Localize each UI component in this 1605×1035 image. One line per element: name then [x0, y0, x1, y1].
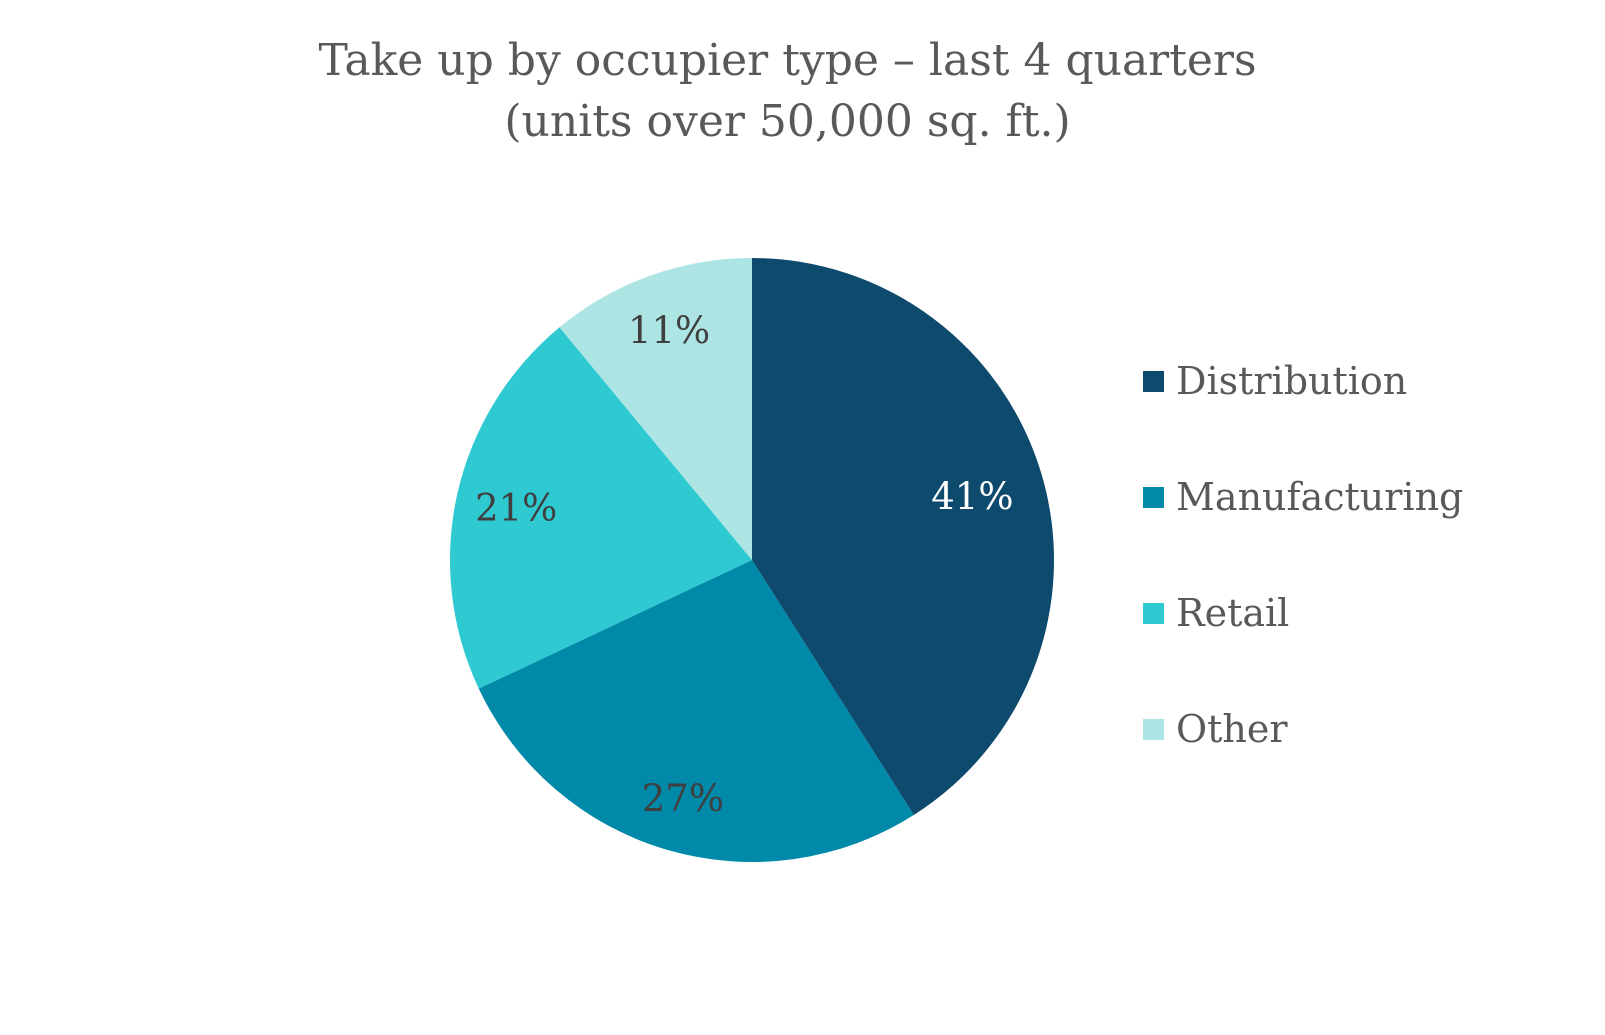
- legend-label: Other: [1176, 707, 1288, 751]
- pie-slice-manufacturing: [478, 560, 914, 863]
- legend-item-manufacturing: Manufacturing: [1143, 439, 1463, 555]
- legend-item-retail: Retail: [1143, 555, 1463, 671]
- chart-legend: Distribution Manufacturing Retail Other: [1143, 323, 1463, 787]
- pie-slice-distribution: [752, 258, 1055, 815]
- pie-data-label-distribution: 41%: [931, 475, 1013, 518]
- legend-swatch-icon: [1143, 370, 1164, 392]
- legend-label: Manufacturing: [1176, 475, 1464, 519]
- legend-swatch-icon: [1143, 718, 1164, 740]
- chart-title-line2: (units over 50,000 sq. ft.): [504, 96, 1071, 147]
- chart-title: Take up by occupier type – last 4 quarte…: [0, 30, 1575, 152]
- legend-label: Retail: [1176, 591, 1290, 635]
- pie-data-label-other: 11%: [628, 309, 710, 352]
- chart-title-line1: Take up by occupier type – last 4 quarte…: [318, 35, 1257, 86]
- pie-data-label-manufacturing: 27%: [642, 777, 724, 820]
- pie-slice-other: [559, 258, 752, 560]
- legend-item-other: Other: [1143, 671, 1463, 787]
- legend-item-distribution: Distribution: [1143, 323, 1463, 439]
- legend-swatch-icon: [1143, 602, 1164, 624]
- pie-slice-retail: [449, 327, 752, 689]
- pie-data-label-retail: 21%: [475, 486, 557, 529]
- legend-swatch-icon: [1143, 486, 1164, 508]
- legend-label: Distribution: [1176, 359, 1408, 403]
